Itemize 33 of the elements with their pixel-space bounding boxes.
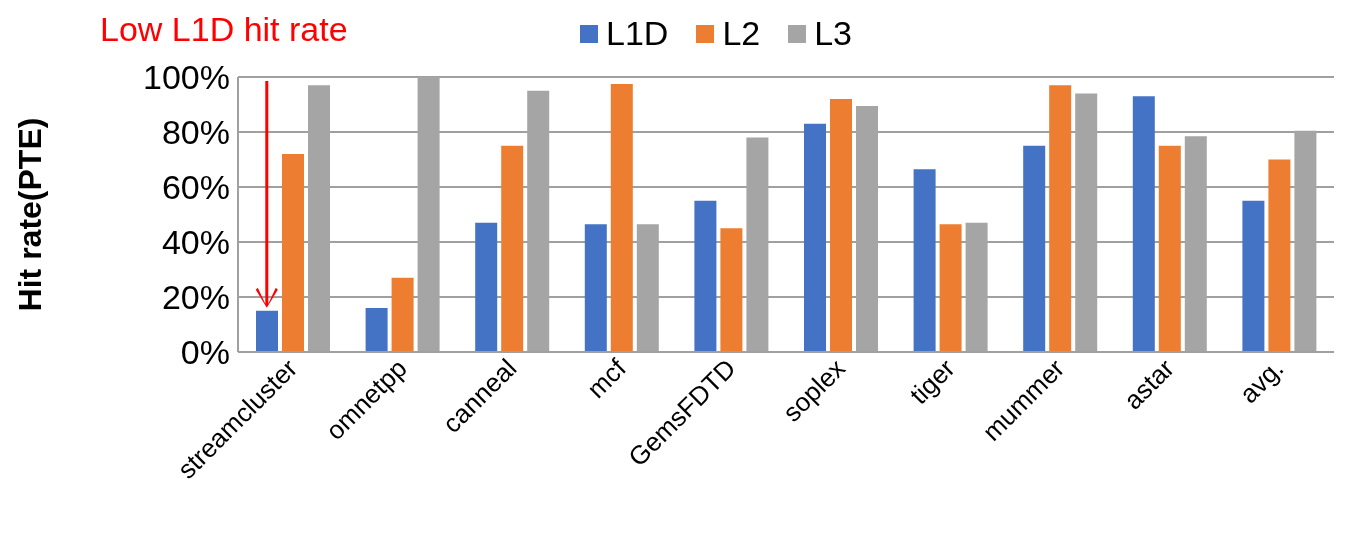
bar <box>804 123 826 352</box>
bar <box>720 228 743 352</box>
bar <box>282 154 304 352</box>
bar <box>1242 200 1265 352</box>
text: Low L1D hit rate <box>100 10 348 49</box>
bar <box>391 277 414 352</box>
bar <box>939 224 962 352</box>
bar <box>501 145 524 352</box>
y-tick-label: 60% <box>161 168 230 207</box>
y-axis-title: Hit rate(PTE) <box>12 117 49 312</box>
bar <box>475 222 498 352</box>
bar <box>1158 145 1181 352</box>
bar <box>256 310 278 352</box>
bar <box>830 99 852 352</box>
x-tick-label: avg. <box>1233 353 1290 409</box>
bar <box>1023 145 1046 352</box>
bar <box>1268 159 1291 352</box>
bar <box>365 308 388 352</box>
bar <box>1132 96 1155 352</box>
y-tick-label: 20% <box>161 278 230 317</box>
y-tick-label: 80% <box>161 113 230 152</box>
bar <box>610 83 633 352</box>
legend-label: L3 <box>814 14 853 53</box>
y-tick-label: 40% <box>161 223 230 262</box>
x-tick-label: tiger <box>903 352 961 411</box>
bar <box>1049 85 1072 352</box>
bar <box>584 224 607 352</box>
bar <box>694 200 717 352</box>
bar <box>913 169 936 352</box>
legend-label: L2 <box>722 14 761 53</box>
y-tick-label: 100% <box>143 58 230 97</box>
x-tick-label: mcf <box>581 352 633 404</box>
legend-label: L1D <box>606 14 669 53</box>
